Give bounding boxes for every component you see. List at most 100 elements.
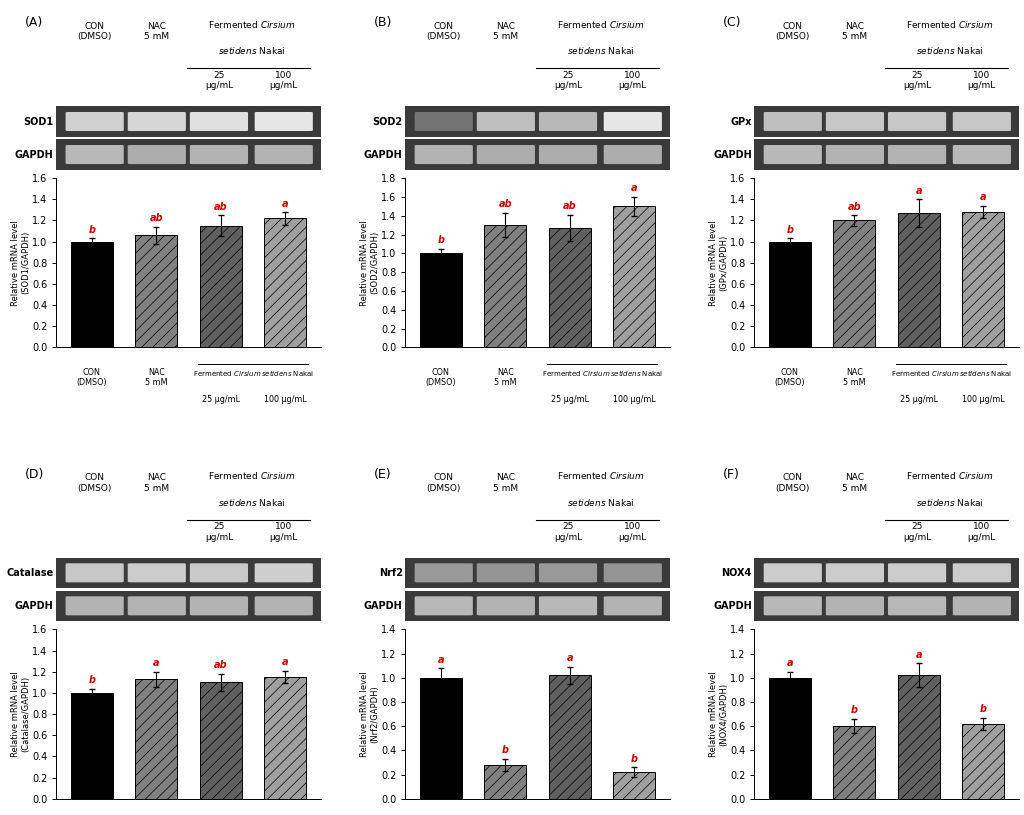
Text: Fermented $\it{Cirsium\,setidens}$ Nakai: Fermented $\it{Cirsium\,setidens}$ Nakai <box>193 368 313 377</box>
Text: 100
μg/mL: 100 μg/mL <box>269 522 298 541</box>
Bar <box>200 226 242 347</box>
Y-axis label: Relative mRNA level
(NOX4/GAPDH): Relative mRNA level (NOX4/GAPDH) <box>710 671 729 757</box>
FancyBboxPatch shape <box>539 563 597 583</box>
Text: b: b <box>437 236 444 245</box>
Bar <box>406 106 670 137</box>
FancyBboxPatch shape <box>825 563 884 583</box>
Text: CON
(DMSO): CON (DMSO) <box>427 22 461 42</box>
FancyBboxPatch shape <box>539 112 597 131</box>
Bar <box>135 679 177 799</box>
Y-axis label: Relative mRNA level
(GPx/GAPDH): Relative mRNA level (GPx/GAPDH) <box>710 220 729 306</box>
Bar <box>484 764 526 799</box>
Text: SOD1: SOD1 <box>24 117 53 126</box>
FancyBboxPatch shape <box>128 112 186 131</box>
Text: GPx: GPx <box>730 117 752 126</box>
FancyBboxPatch shape <box>477 563 535 583</box>
Bar <box>71 241 113 347</box>
Text: a: a <box>631 183 638 193</box>
Text: 100
μg/mL: 100 μg/mL <box>618 71 647 90</box>
Text: ab: ab <box>848 202 861 212</box>
Bar <box>71 693 113 799</box>
Bar <box>549 228 591 347</box>
FancyBboxPatch shape <box>888 597 946 615</box>
Bar <box>755 557 1019 588</box>
Text: NAC
5 mM: NAC 5 mM <box>144 474 169 492</box>
Bar <box>963 724 1005 799</box>
Text: a: a <box>980 192 987 202</box>
Text: 25 μg/mL: 25 μg/mL <box>900 394 938 403</box>
Text: $\it{setidens}$ Nakai: $\it{setidens}$ Nakai <box>566 496 634 508</box>
FancyBboxPatch shape <box>189 563 248 583</box>
FancyBboxPatch shape <box>66 563 124 583</box>
Text: Nrf2: Nrf2 <box>379 568 402 578</box>
Bar <box>135 236 177 347</box>
Text: a: a <box>566 654 573 663</box>
Text: Fermented $\it{Cirsium}$: Fermented $\it{Cirsium}$ <box>557 470 644 481</box>
Bar <box>420 253 462 347</box>
Bar <box>755 591 1019 621</box>
Text: 100
μg/mL: 100 μg/mL <box>269 71 298 90</box>
Text: 25 μg/mL: 25 μg/mL <box>551 394 589 403</box>
Text: 25
μg/mL: 25 μg/mL <box>205 71 233 90</box>
Text: (C): (C) <box>723 16 741 29</box>
FancyBboxPatch shape <box>888 563 946 583</box>
Text: NAC
5 mM: NAC 5 mM <box>494 474 518 492</box>
Text: 100 μg/mL: 100 μg/mL <box>613 394 655 403</box>
Text: b: b <box>88 225 95 235</box>
Text: NAC
5 mM: NAC 5 mM <box>145 368 168 387</box>
FancyBboxPatch shape <box>477 145 535 164</box>
Text: NAC
5 mM: NAC 5 mM <box>843 22 867 42</box>
Text: b: b <box>88 676 95 685</box>
FancyBboxPatch shape <box>415 145 473 164</box>
Bar <box>755 139 1019 170</box>
Bar <box>264 677 306 799</box>
Text: SOD2: SOD2 <box>373 117 402 126</box>
Text: CON
(DMSO): CON (DMSO) <box>775 474 810 492</box>
FancyBboxPatch shape <box>604 112 662 131</box>
FancyBboxPatch shape <box>825 597 884 615</box>
FancyBboxPatch shape <box>477 597 535 615</box>
Text: NAC
5 mM: NAC 5 mM <box>495 368 516 387</box>
Text: a: a <box>915 650 923 660</box>
Y-axis label: Relative mRNA level
(Catalase/GAPDH): Relative mRNA level (Catalase/GAPDH) <box>11 671 31 757</box>
Text: $\it{setidens}$ Nakai: $\it{setidens}$ Nakai <box>218 45 285 56</box>
Text: Fermented $\it{Cirsium}$: Fermented $\it{Cirsium}$ <box>905 19 993 30</box>
Text: 100 μg/mL: 100 μg/mL <box>264 394 306 403</box>
FancyBboxPatch shape <box>764 145 822 164</box>
Text: ab: ab <box>214 202 227 212</box>
FancyBboxPatch shape <box>189 112 248 131</box>
Bar <box>549 676 591 799</box>
Bar <box>56 139 321 170</box>
FancyBboxPatch shape <box>888 112 946 131</box>
Text: 25
μg/mL: 25 μg/mL <box>903 522 931 541</box>
FancyBboxPatch shape <box>255 597 312 615</box>
Text: ab: ab <box>563 201 577 211</box>
Text: $\it{setidens}$ Nakai: $\it{setidens}$ Nakai <box>218 496 285 508</box>
Text: GAPDH: GAPDH <box>713 601 752 610</box>
Text: a: a <box>915 186 923 196</box>
Bar <box>484 225 526 347</box>
FancyBboxPatch shape <box>952 597 1011 615</box>
Text: $\it{setidens}$ Nakai: $\it{setidens}$ Nakai <box>915 496 983 508</box>
FancyBboxPatch shape <box>764 563 822 583</box>
Text: CON
(DMSO): CON (DMSO) <box>426 368 456 387</box>
FancyBboxPatch shape <box>539 597 597 615</box>
Text: $\it{setidens}$ Nakai: $\it{setidens}$ Nakai <box>915 45 983 56</box>
Text: Fermented $\it{Cirsium}$: Fermented $\it{Cirsium}$ <box>208 470 295 481</box>
Bar <box>755 106 1019 137</box>
Bar <box>769 678 811 799</box>
Bar <box>834 220 876 347</box>
Y-axis label: Relative mRNA level
(SOD1/GAPDH): Relative mRNA level (SOD1/GAPDH) <box>11 220 31 306</box>
FancyBboxPatch shape <box>415 597 473 615</box>
Text: NAC
5 mM: NAC 5 mM <box>843 368 865 387</box>
Text: GAPDH: GAPDH <box>713 149 752 160</box>
Text: NOX4: NOX4 <box>722 568 752 578</box>
Text: b: b <box>631 754 638 764</box>
Text: CON
(DMSO): CON (DMSO) <box>775 22 810 42</box>
Y-axis label: Relative mRNA level
(SOD2/GAPDH): Relative mRNA level (SOD2/GAPDH) <box>360 220 380 306</box>
FancyBboxPatch shape <box>764 112 822 131</box>
FancyBboxPatch shape <box>604 145 662 164</box>
Text: GAPDH: GAPDH <box>364 149 402 160</box>
Text: GAPDH: GAPDH <box>15 149 53 160</box>
Text: ab: ab <box>150 214 163 223</box>
